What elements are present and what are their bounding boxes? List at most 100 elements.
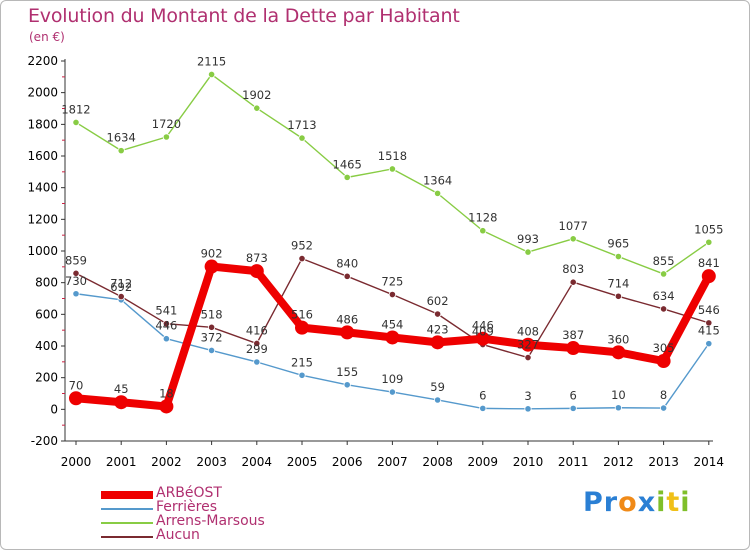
chart-axes: -200 0 200 400 600 800 1000 1200 1400 1600 1800 200… xyxy=(27,54,724,469)
data-point xyxy=(524,405,532,413)
logo-letter: i xyxy=(680,487,691,518)
legend-label: Arrens-Marsous xyxy=(156,513,265,529)
data-label: 45 xyxy=(114,382,129,396)
data-label: 446 xyxy=(155,319,177,333)
data-label: 59 xyxy=(430,380,445,394)
data-label: 416 xyxy=(246,323,268,337)
data-point xyxy=(72,269,80,277)
data-label: 993 xyxy=(517,232,539,246)
data-label: 714 xyxy=(607,276,629,290)
data-label: 873 xyxy=(246,251,268,265)
x-tick-label: 2005 xyxy=(287,455,318,469)
data-label: 952 xyxy=(291,239,313,253)
data-point xyxy=(524,248,532,256)
data-label: 712 xyxy=(110,277,132,291)
data-point xyxy=(614,404,623,412)
y-tick-label: 600 xyxy=(35,307,58,321)
data-point xyxy=(249,264,264,279)
x-tick-label: 2013 xyxy=(648,455,679,469)
data-label: 1634 xyxy=(107,131,136,145)
data-point xyxy=(298,134,306,142)
data-point xyxy=(388,165,396,173)
data-label: 855 xyxy=(653,254,675,268)
data-point xyxy=(475,331,490,346)
chart-title: Evolution du Montant de la Dette par Hab… xyxy=(28,5,460,27)
data-point xyxy=(566,341,581,356)
logo-letter: x xyxy=(637,487,657,518)
data-label: 305 xyxy=(653,341,675,355)
y-tick-label: 400 xyxy=(35,339,58,353)
proxiti-logo: Proxiti xyxy=(583,487,691,518)
legend-label: Aucun xyxy=(156,527,200,543)
x-tick-label: 2000 xyxy=(61,455,92,469)
y-tick-label: 0 xyxy=(50,402,58,416)
data-point xyxy=(298,255,306,263)
data-label: 70 xyxy=(69,378,84,392)
data-point xyxy=(69,391,83,406)
data-point xyxy=(479,404,487,412)
y-tick-label: 1200 xyxy=(27,212,58,226)
y-tick-label: 1400 xyxy=(27,181,58,195)
x-tick-label: 2002 xyxy=(151,455,182,469)
data-label: 859 xyxy=(65,253,87,267)
data-point xyxy=(117,292,125,301)
data-point xyxy=(343,272,351,280)
data-label: 1720 xyxy=(152,117,181,131)
data-label: 6 xyxy=(570,388,577,402)
data-label: 1518 xyxy=(378,149,407,163)
y-tick-label: 1000 xyxy=(27,244,58,258)
data-label: 730 xyxy=(65,274,87,288)
data-label: 546 xyxy=(698,303,720,317)
data-label: 409 xyxy=(472,325,494,339)
data-label: 299 xyxy=(246,342,268,356)
data-label: 408 xyxy=(517,325,539,339)
data-label: 725 xyxy=(381,275,403,289)
logo-letter: t xyxy=(666,487,681,518)
data-point xyxy=(705,238,713,246)
data-point xyxy=(569,404,577,412)
data-label: 423 xyxy=(427,322,449,336)
data-point xyxy=(705,319,713,327)
y-tick-label: -200 xyxy=(31,434,58,448)
series-labels: 1812 1634 1720 2115 1902 1713 1465 1518 1364 1128… xyxy=(61,54,723,402)
legend-label: ARBéOST xyxy=(156,485,222,501)
data-point xyxy=(298,371,306,379)
series-points xyxy=(69,70,716,414)
data-point xyxy=(433,396,442,404)
data-point xyxy=(430,335,445,350)
data-point xyxy=(162,320,170,328)
data-label: 1128 xyxy=(468,211,497,225)
data-label: 1364 xyxy=(423,173,452,187)
data-label: 518 xyxy=(201,307,223,321)
data-point xyxy=(388,290,396,299)
x-tick-label: 2003 xyxy=(196,455,227,469)
x-tick-label: 2007 xyxy=(377,455,408,469)
data-label: 2115 xyxy=(197,54,226,68)
data-point xyxy=(340,325,355,340)
data-point xyxy=(72,118,80,127)
logo-letter: r xyxy=(603,487,619,518)
y-tick-label: 1800 xyxy=(27,117,58,131)
data-point xyxy=(659,305,668,313)
data-label: 1812 xyxy=(61,102,90,116)
data-label: 1902 xyxy=(242,88,271,102)
legend-label: Ferrières xyxy=(156,499,218,515)
data-label: 602 xyxy=(427,294,449,308)
logo-letter: i xyxy=(656,487,667,518)
data-point xyxy=(204,259,219,274)
data-label: 109 xyxy=(381,372,403,386)
y-tick-label: 800 xyxy=(35,276,58,290)
data-label: 692 xyxy=(110,280,132,294)
logo-letter: P xyxy=(583,487,604,518)
data-point xyxy=(253,358,261,366)
data-point xyxy=(569,235,577,243)
x-tick-label: 2004 xyxy=(242,455,273,469)
data-label: 360 xyxy=(607,332,629,346)
data-label: 841 xyxy=(698,256,720,270)
logo-letter: o xyxy=(618,487,638,518)
data-point xyxy=(614,252,623,261)
data-label: 840 xyxy=(336,256,358,270)
y-tick-label: 2000 xyxy=(27,86,58,100)
data-point xyxy=(72,290,80,298)
